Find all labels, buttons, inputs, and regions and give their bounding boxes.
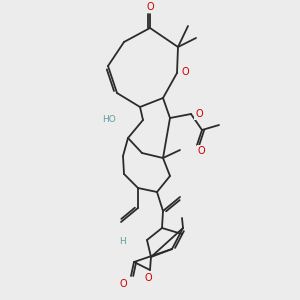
- Text: O: O: [146, 2, 154, 12]
- Text: HO: HO: [102, 115, 116, 124]
- Text: O: O: [119, 279, 127, 289]
- Text: O: O: [198, 146, 206, 156]
- Text: O: O: [181, 67, 189, 77]
- Text: H: H: [119, 236, 126, 245]
- Text: O: O: [195, 109, 202, 119]
- Text: O: O: [144, 273, 152, 283]
